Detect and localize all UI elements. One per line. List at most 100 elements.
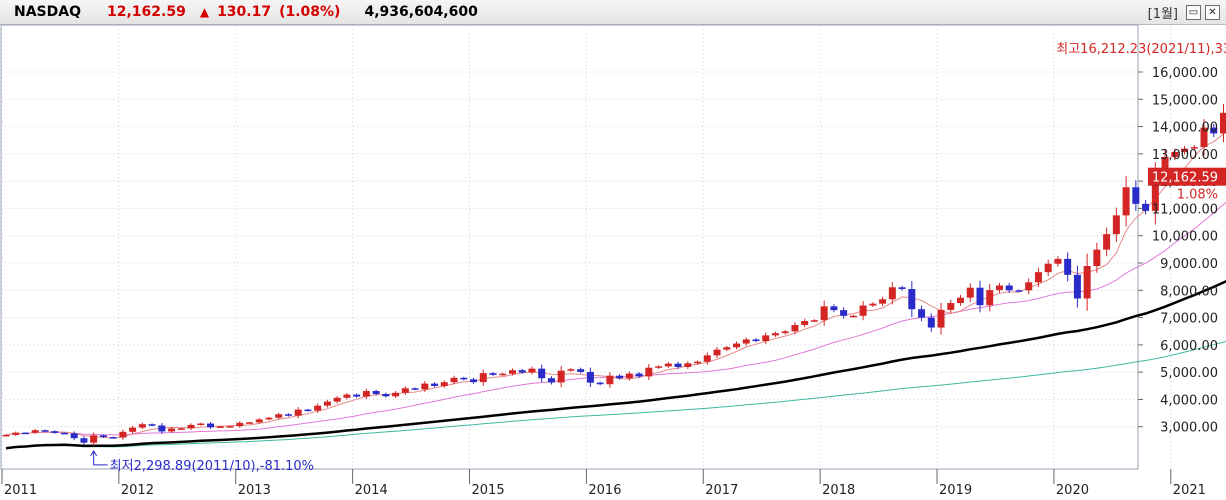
x-tick-label: 2015 bbox=[472, 483, 505, 498]
x-tick-label: 2018 bbox=[822, 483, 855, 498]
candle-body bbox=[207, 424, 214, 428]
y-tick-label: 6,000.00 bbox=[1160, 339, 1218, 354]
candle-body bbox=[227, 426, 234, 428]
candle-body bbox=[80, 438, 87, 442]
candle-body bbox=[986, 290, 993, 305]
quote-header: NASDAQ 12,162.59 ▲ 130.17 (1.08%) 4,936,… bbox=[0, 0, 1226, 25]
candle-body bbox=[791, 325, 798, 331]
candle-body bbox=[1084, 266, 1091, 298]
candle-body bbox=[840, 310, 847, 316]
y-tick-label: 9,000.00 bbox=[1160, 257, 1218, 272]
candle-body bbox=[762, 335, 769, 341]
candle-body bbox=[392, 393, 399, 396]
candle-body bbox=[373, 391, 380, 394]
candle-body bbox=[811, 320, 818, 322]
candle-body bbox=[1064, 259, 1071, 275]
candle-body bbox=[1132, 187, 1139, 204]
candle-body bbox=[850, 316, 857, 318]
candle-body bbox=[558, 371, 565, 383]
current-price: 12,162.59 bbox=[107, 4, 186, 20]
candle-body bbox=[188, 425, 195, 428]
candle-body bbox=[256, 419, 263, 422]
x-tick-label: 2019 bbox=[939, 483, 972, 498]
candle-body bbox=[626, 374, 633, 379]
x-tick-label: 2021 bbox=[1173, 483, 1206, 498]
candle-body bbox=[217, 426, 224, 428]
candle-body bbox=[129, 428, 136, 432]
candle-body bbox=[197, 424, 204, 426]
candle-body bbox=[587, 372, 594, 383]
candle-body bbox=[363, 391, 370, 397]
close-icon[interactable]: ✕ bbox=[1205, 5, 1220, 20]
candle-body bbox=[178, 428, 185, 430]
candle-body bbox=[957, 298, 964, 303]
x-tick-label: 2011 bbox=[4, 483, 37, 498]
candle-body bbox=[548, 378, 555, 382]
candle-body bbox=[1025, 282, 1032, 290]
restore-icon[interactable]: ▭ bbox=[1186, 5, 1201, 20]
candle-body bbox=[782, 331, 789, 333]
candle-body bbox=[606, 376, 613, 385]
candle-body bbox=[528, 369, 535, 373]
candle-body bbox=[889, 287, 896, 299]
candle-body bbox=[139, 424, 146, 427]
candle-body bbox=[168, 428, 175, 431]
candle-body bbox=[772, 333, 779, 335]
volume: 4,936,604,600 bbox=[364, 4, 477, 20]
candle-body bbox=[304, 410, 311, 412]
candle-body bbox=[743, 339, 750, 343]
candle-body bbox=[1142, 204, 1149, 211]
y-tick-label: 15,000.00 bbox=[1152, 93, 1218, 108]
candle-body bbox=[100, 435, 107, 437]
last-price-pct: 1.08% bbox=[1177, 188, 1218, 203]
candle-body bbox=[597, 383, 604, 385]
y-tick-label: 8,000.00 bbox=[1160, 284, 1218, 299]
x-tick-label: 2013 bbox=[238, 483, 271, 498]
x-tick-label: 2016 bbox=[588, 483, 621, 498]
candle-body bbox=[996, 286, 1003, 291]
x-tick-label: 2014 bbox=[355, 483, 388, 498]
candle-body bbox=[645, 368, 652, 377]
candle-body bbox=[723, 347, 730, 349]
candlestick-chart[interactable]: 3,000.00 4,000.00 5,000.00 6,000.00 7,000.00… bbox=[0, 24, 1226, 500]
y-tick-label: 11,000.00 bbox=[1152, 202, 1218, 217]
candle-body bbox=[1093, 250, 1100, 266]
candle-body bbox=[694, 362, 701, 364]
candle-body bbox=[295, 410, 302, 416]
candle-body bbox=[421, 384, 428, 390]
candle-body bbox=[451, 378, 458, 382]
period-selector[interactable]: [1월] bbox=[1148, 3, 1178, 22]
candle-body bbox=[110, 437, 117, 439]
candle-body bbox=[1054, 259, 1061, 264]
candle-body bbox=[431, 384, 438, 386]
candle-body bbox=[334, 398, 341, 402]
candle-body bbox=[236, 423, 243, 426]
price-change-percent: (1.08%) bbox=[279, 4, 340, 20]
candle-body bbox=[879, 299, 886, 303]
candle-body bbox=[51, 431, 58, 433]
triangle-up-icon: ▲ bbox=[200, 5, 209, 19]
candle-body bbox=[22, 433, 29, 435]
candle-body bbox=[577, 369, 584, 372]
candle-body bbox=[343, 395, 350, 398]
y-tick-label: 16,000.00 bbox=[1152, 66, 1218, 81]
candle-body bbox=[821, 306, 828, 320]
candle-body bbox=[860, 306, 867, 316]
candle-body bbox=[830, 306, 837, 310]
candle-body bbox=[616, 376, 623, 379]
candle-body bbox=[908, 289, 915, 309]
candle-body bbox=[752, 339, 759, 341]
candle-body bbox=[665, 364, 672, 367]
window-controls: [1월] ▭ ✕ bbox=[1148, 3, 1220, 22]
candle-body bbox=[499, 374, 506, 376]
candle-body bbox=[32, 430, 39, 433]
candle-body bbox=[441, 382, 448, 386]
low-annotation: 최저2,298.89(2011/10),-81.10% bbox=[110, 459, 314, 474]
candle-body bbox=[1074, 275, 1081, 299]
candle-body bbox=[61, 433, 68, 435]
x-tick-label: 2020 bbox=[1056, 483, 1089, 498]
candle-body bbox=[285, 414, 292, 416]
candle-body bbox=[899, 287, 906, 289]
candle-body bbox=[41, 430, 48, 432]
